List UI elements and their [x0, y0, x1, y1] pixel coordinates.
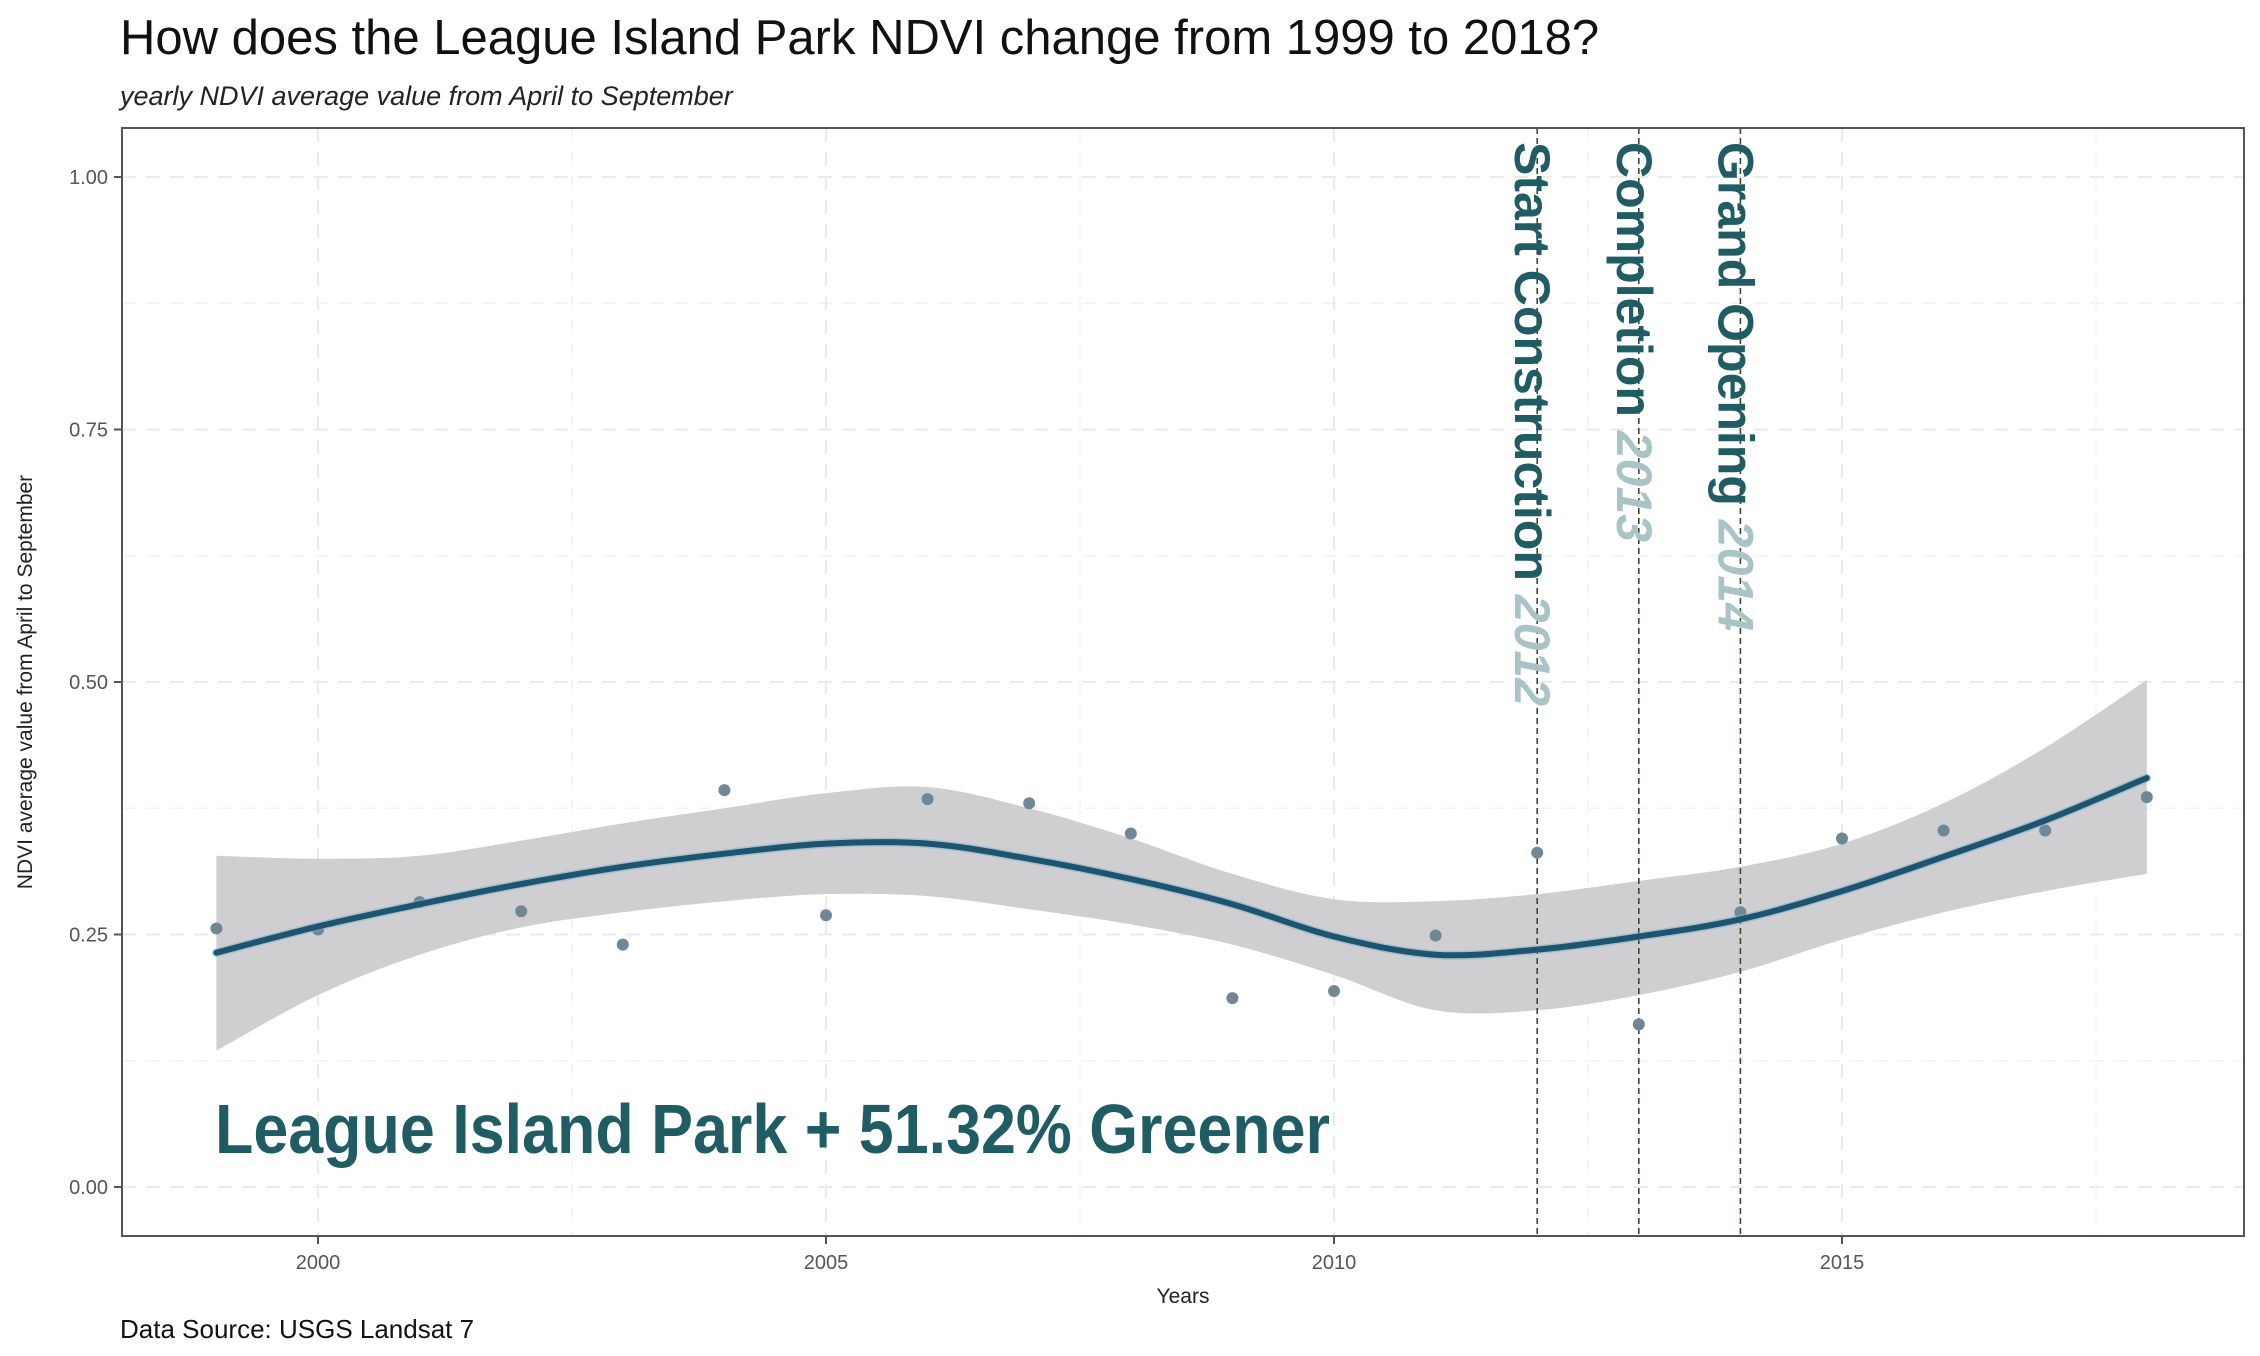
x-tick-label: 2010 [1312, 1252, 1357, 1274]
chart-subtitle: yearly NDVI average value from April to … [118, 81, 734, 111]
x-axis: 2000 2005 2010 2015 [296, 1236, 1865, 1274]
data-point [1836, 832, 1848, 845]
chart-title: How does the League Island Park NDVI cha… [120, 11, 1599, 65]
y-axis: 0.00 0.25 0.50 0.75 1.00 [69, 167, 122, 1199]
data-point [1937, 824, 1950, 837]
event-markers: Start Construction 2012 Completion 2013 Gr… [1504, 128, 1763, 1236]
annotations: League Island Park + 51.32% Greener [215, 1090, 1330, 1168]
confidence-band-group [216, 680, 2147, 1051]
event-label: Completion 2013 [1606, 142, 1662, 542]
y-tick-label: 1.00 [69, 167, 108, 189]
data-point [2039, 824, 2052, 837]
data-point [1124, 827, 1137, 840]
x-tick-label: 2000 [296, 1252, 341, 1274]
y-tick-label: 0.50 [69, 672, 108, 694]
event-name: Start Construction [1504, 142, 1560, 595]
data-point [515, 905, 528, 918]
data-point [1226, 992, 1239, 1005]
y-tick-label: 0.25 [69, 925, 108, 947]
data-point [1023, 797, 1036, 810]
smooth-line [213, 775, 2150, 959]
data-point [1328, 985, 1340, 998]
data-point [1429, 929, 1442, 942]
greener-annotation: League Island Park + 51.32% Greener [215, 1090, 1330, 1168]
data-point [616, 938, 629, 951]
y-axis-title: NDVI average value from April to Septemb… [14, 475, 37, 889]
data-source-caption: Data Source: USGS Landsat 7 [120, 1314, 474, 1344]
grid-lines [122, 128, 2244, 1236]
event-year: 2013 [1606, 430, 1662, 542]
event-label: Start Construction 2012 [1504, 142, 1560, 706]
event-year: 2012 [1504, 594, 1560, 706]
event-name: Grand Opening [1707, 142, 1763, 520]
data-point [718, 784, 731, 797]
y-tick-label: 0.75 [69, 420, 108, 442]
data-point [210, 922, 223, 935]
event-name: Completion [1606, 142, 1662, 431]
event-label: Grand Opening 2014 [1707, 142, 1763, 631]
x-tick-label: 2005 [804, 1252, 849, 1274]
y-tick-label: 0.00 [69, 1177, 108, 1199]
x-tick-label: 2015 [1820, 1252, 1865, 1274]
smooth-line-group [211, 773, 2152, 960]
data-point [2140, 791, 2153, 804]
data-point [820, 909, 832, 922]
event-year: 2014 [1707, 519, 1763, 631]
x-axis-title: Years [1157, 1285, 1210, 1308]
data-point [1531, 846, 1544, 859]
confidence-band [216, 680, 2147, 1051]
data-point [921, 793, 934, 806]
data-point [1632, 1018, 1645, 1031]
